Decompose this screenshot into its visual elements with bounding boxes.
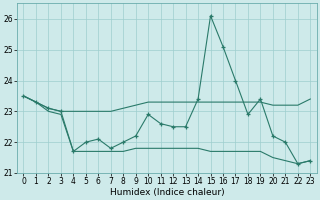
X-axis label: Humidex (Indice chaleur): Humidex (Indice chaleur)	[109, 188, 224, 197]
